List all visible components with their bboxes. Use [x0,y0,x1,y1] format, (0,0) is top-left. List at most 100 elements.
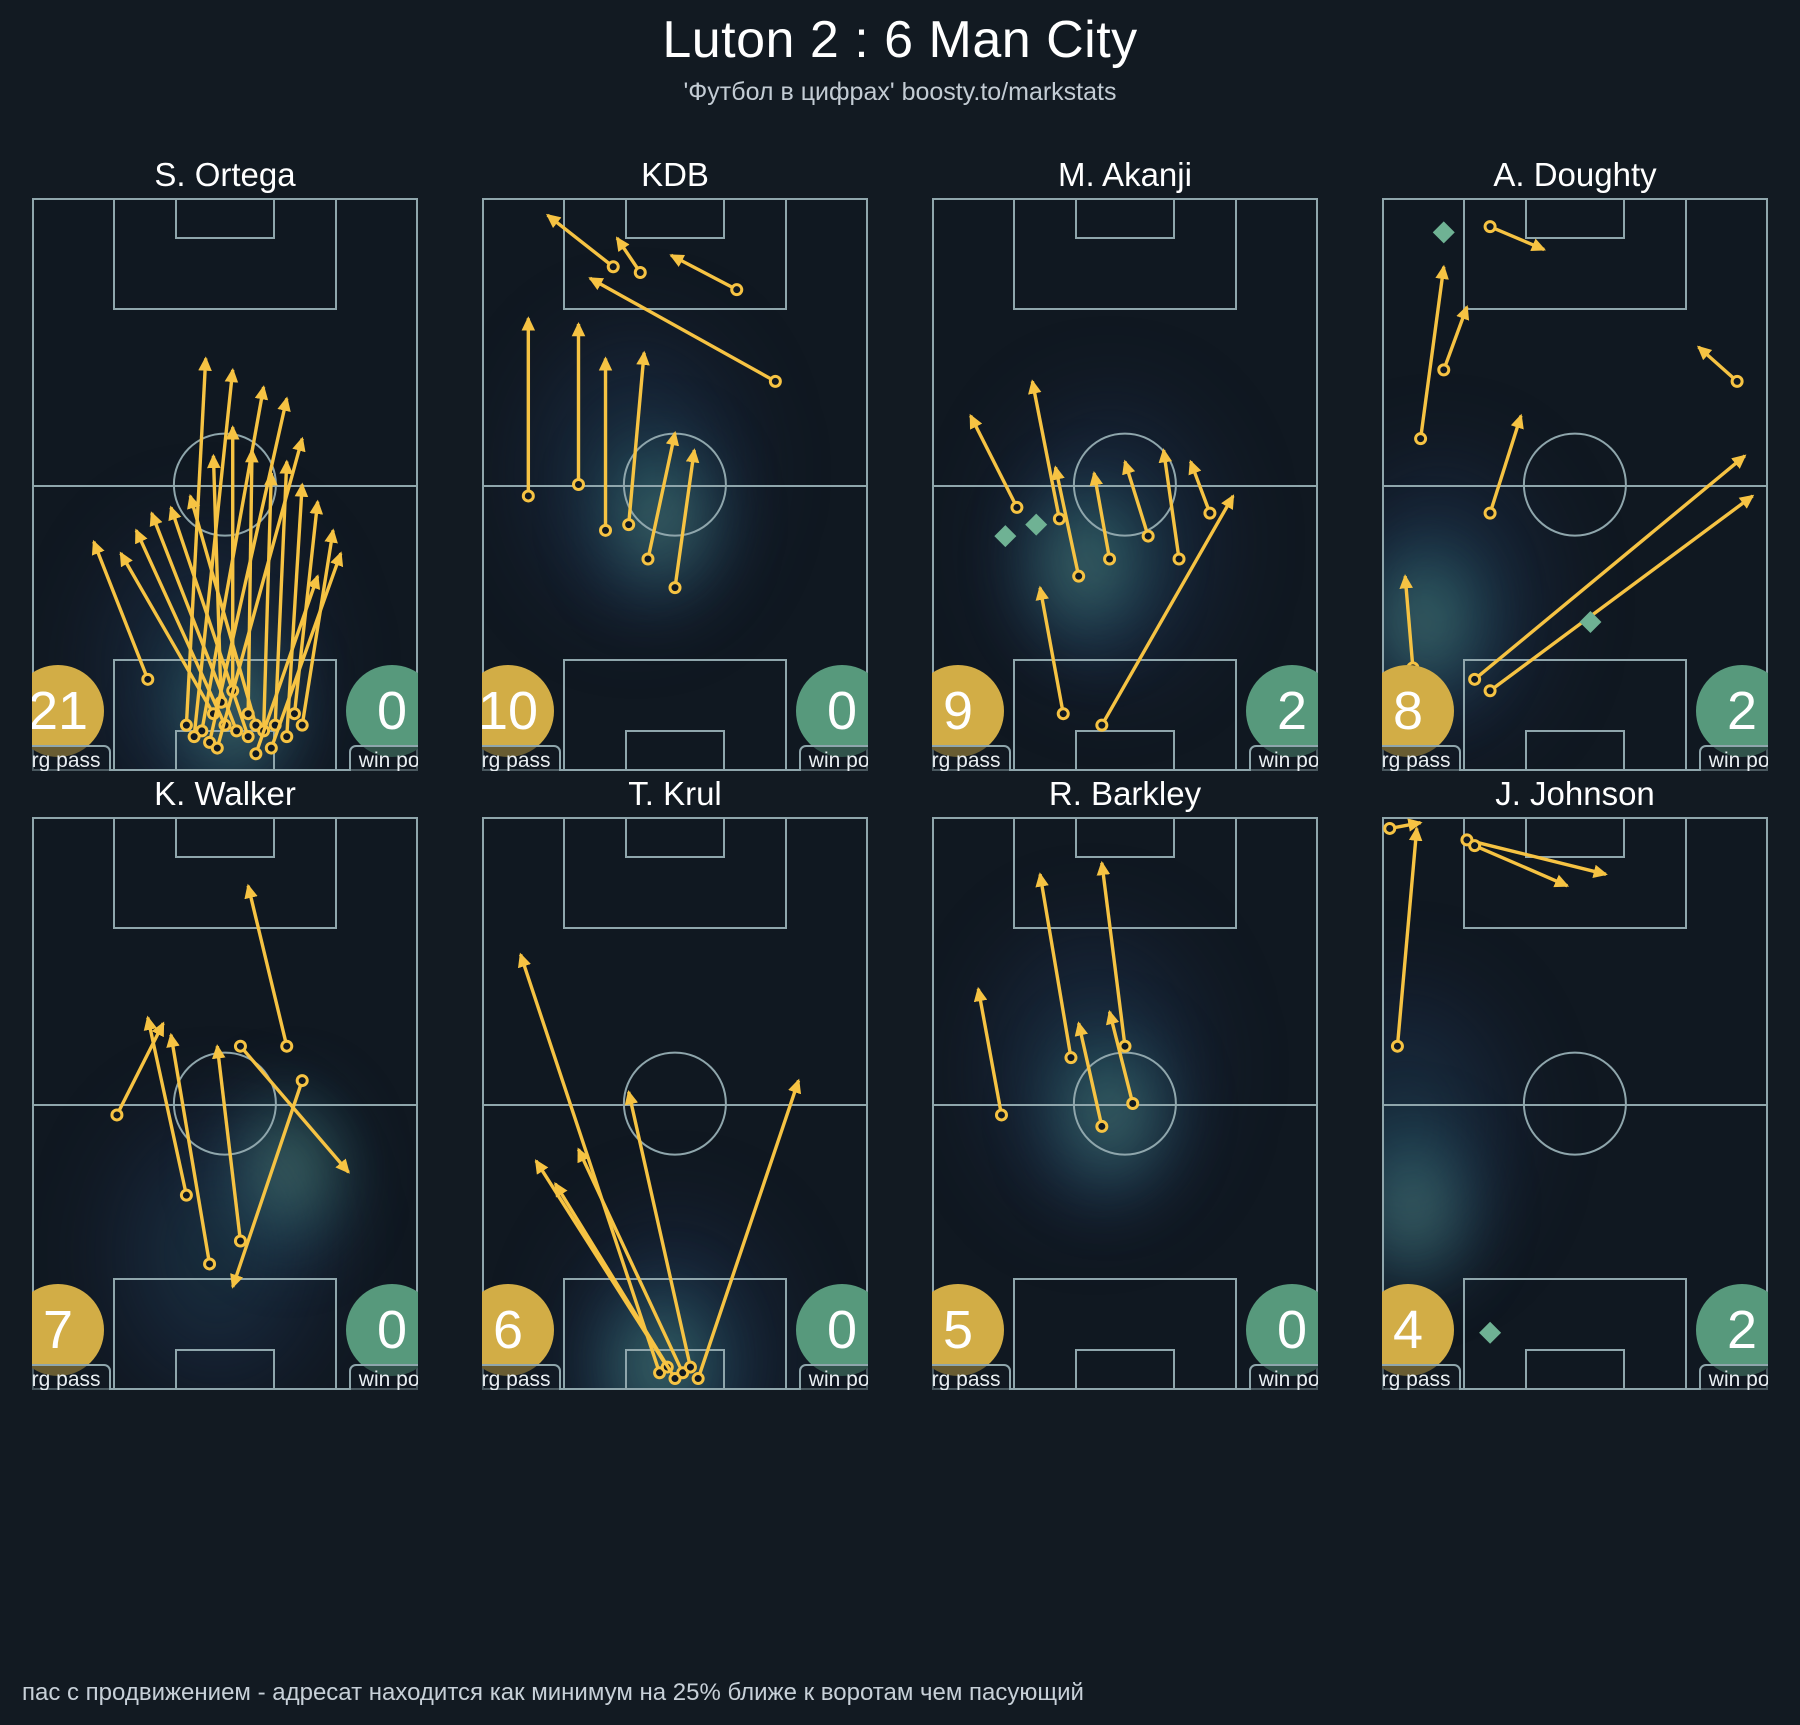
win-pos-label: win pos [1698,1364,1768,1390]
pitch-line-six-top [174,817,276,859]
win-pos-badge: 2 [1246,665,1318,757]
prg-pass-label: prg pass [1382,1364,1461,1390]
pass-origin-marker [1095,718,1109,732]
pass-origin-marker [1010,500,1024,514]
progressive-pass-arrow [673,448,700,588]
prg-pass-badge: 7 [32,1284,104,1376]
prg-pass-label: prg pass [482,1364,561,1390]
pitch-line-centre [622,1051,728,1156]
pass-origin-marker [1483,684,1497,698]
progressive-pass-arrow [207,453,223,703]
progressive-pass-arrow [1074,1021,1104,1127]
pass-origin-marker [1172,552,1186,566]
panel-title: K. Walker [154,775,296,812]
prg-pass-label: prg pass [32,745,111,771]
pitch-line-box-bot [563,1278,787,1390]
win-possession-marker [1025,513,1048,536]
pass-origin-marker [1203,506,1217,520]
pass-origin-marker [768,374,782,388]
pitch-line-box-top [1463,817,1687,929]
win-pos-label: win pos [348,745,418,771]
pass-origin-marker [1095,1119,1109,1133]
pass-origin-marker [141,672,155,686]
panel-title: R. Barkley [1048,775,1202,812]
progressive-pass-arrow [269,551,344,749]
pass-origin-marker [241,707,255,721]
pass-origin-marker [280,730,294,744]
progressive-pass-arrow [518,952,662,1374]
pitch: 9 2 prg pass win pos [932,198,1318,771]
pitch-line-six-bot [624,1348,726,1390]
progressive-pass-arrow [696,1078,802,1380]
pitch-lines [1382,817,1768,1390]
player-panel-7: R. Barkley 5 0 prg pass win pos [900,771,1350,1390]
pass-overlay [973,860,1140,1133]
pitch-line-box-bot [1463,1278,1687,1390]
progressive-pass-arrow [300,528,338,726]
win-pos-badge: 0 [346,1284,418,1376]
pass-origin-marker [1468,672,1482,686]
progressive-pass-arrow [553,1181,677,1380]
pass-origin-marker [1126,1097,1140,1110]
progressive-pass-arrow [1096,860,1127,1047]
progressive-pass-arrow [261,471,278,731]
player-panel-6: T. Krul 6 0 prg pass win pos [450,771,900,1390]
pass-origin-marker [1056,707,1070,721]
pitch-line-six-bot [1074,729,1176,771]
pitch-line-six-bot [1524,1348,1626,1390]
progressive-pass-arrow [239,1045,350,1174]
pass-origin-marker [994,1108,1008,1122]
progressive-pass-arrow [1418,264,1449,439]
pitch-line-six-top [1524,198,1626,240]
progressive-pass-arrow [1035,585,1065,715]
player-panel-3: M. Akanji 9 2 prg pass win pos [900,152,1350,771]
pass-origin-marker [1064,1051,1078,1065]
panel-row-1: S. Ortega 21 0 prg pass win pos KDB 10 0 prg pas… [0,152,1800,771]
progressive-pass-arrow [91,539,150,680]
prg-pass-label: prg pass [482,745,561,771]
player-panel-2: KDB 10 0 prg pass win pos [450,152,900,771]
prg-pass-label: prg pass [932,745,1011,771]
pass-overlay [518,952,802,1386]
panel-title: M. Akanji [1058,156,1192,193]
pitch: 8 2 prg pass win pos [1382,198,1768,771]
pitch-lines [482,817,868,1390]
win-pos-badge: 0 [346,665,418,757]
pitch-line-six-bot [1524,729,1626,771]
progressive-pass-arrow [192,367,239,737]
player-panel-5: K. Walker 7 0 prg pass win pos [0,771,450,1390]
pass-origin-marker [1483,506,1497,520]
panel-title: J. Johnson [1495,775,1655,812]
progressive-pass-arrow [669,253,738,292]
progressive-pass-arrow [1473,844,1570,888]
pass-origin-marker [110,1108,124,1122]
panel-title: S. Ortega [154,156,296,193]
pitch-lines [932,198,1318,771]
page-header: Luton 2 : 6 Man City 'Футбол в цифрах' b… [0,0,1800,107]
win-pos-badge: 2 [1696,1284,1768,1376]
pitch-line-box-top [563,817,787,929]
pass-origin-marker [1141,529,1155,543]
prg-pass-badge: 5 [932,1284,1004,1376]
progressive-pass-arrow [245,448,259,714]
progressive-pass-arrow [626,350,650,525]
prg-pass-badge: 10 [482,665,554,757]
progressive-pass-arrow [1489,494,1755,693]
pitch-lines [1382,198,1768,771]
progressive-pass-arrow [1466,838,1608,878]
pass-origin-marker [1483,220,1497,234]
pitch-line-box-top [563,198,787,310]
progressive-pass-arrow [1089,471,1112,560]
pitch-line-six-top [624,198,726,240]
progressive-pass-arrow [1399,574,1415,669]
win-pos-label: win pos [798,1364,868,1390]
progressive-pass-arrow [207,396,291,743]
pass-origin-marker [683,1360,697,1374]
pass-origin-marker [668,581,682,595]
page-title: Luton 2 : 6 Man City [662,11,1138,69]
pass-origin-marker [606,260,620,274]
progressive-pass-arrow [1100,494,1235,727]
pass-origin-marker [241,730,255,744]
progressive-pass-arrow [200,385,269,732]
player-panel-8: J. Johnson 4 2 prg pass win pos [1350,771,1800,1390]
